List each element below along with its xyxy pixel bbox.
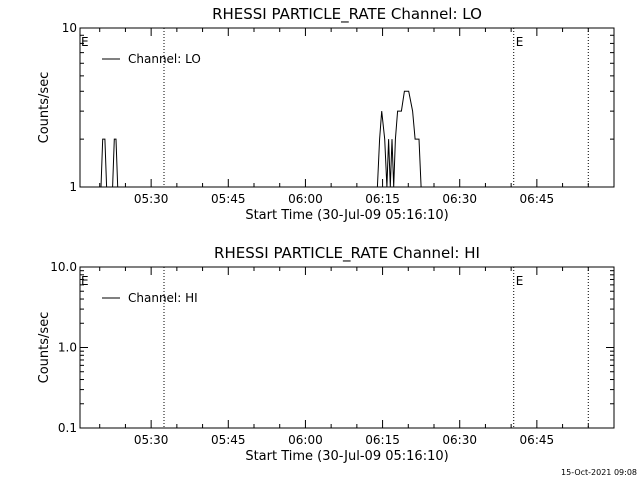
start-marker-label: E	[81, 274, 89, 288]
series-line	[100, 90, 422, 188]
chart-title: RHESSI PARTICLE_RATE Channel: HI	[214, 244, 480, 263]
x-tick-label: 06:30	[442, 192, 477, 206]
x-tick-label: 06:30	[442, 433, 477, 447]
y-axis-label: Counts/sec	[37, 312, 52, 384]
y-tick-label: 10.0	[50, 260, 77, 274]
x-tick-label: 06:45	[520, 433, 555, 447]
x-tick-label: 06:00	[288, 433, 323, 447]
footer-timestamp: 15-Oct-2021 09:08	[561, 468, 637, 477]
y-axis-label: Counts/sec	[37, 72, 52, 144]
x-tick-label: 05:45	[211, 192, 246, 206]
x-tick-label: 05:45	[211, 433, 246, 447]
y-tick-label: 0.1	[58, 421, 77, 435]
chart-title: RHESSI PARTICLE_RATE Channel: LO	[212, 5, 482, 24]
panel-0: RHESSI PARTICLE_RATE Channel: LO Counts/s…	[37, 5, 615, 223]
x-tick-label: 05:30	[134, 192, 169, 206]
legend-entry: Channel: HI	[128, 291, 198, 305]
panel-1: RHESSI PARTICLE_RATE Channel: HI Counts/s…	[37, 244, 615, 464]
legend-entry: Channel: LO	[128, 52, 201, 66]
event-marker-label: E	[516, 35, 524, 49]
x-axis-label: Start Time (30-Jul-09 05:16:10)	[245, 449, 448, 464]
start-marker-label: E	[81, 35, 89, 49]
y-tick-label: 10	[62, 21, 77, 35]
event-marker-label: E	[516, 274, 524, 288]
x-tick-label: 05:30	[134, 433, 169, 447]
x-tick-label: 06:00	[288, 192, 323, 206]
y-tick-label: 1	[69, 180, 77, 194]
y-tick-label: 1.0	[58, 341, 77, 355]
x-tick-label: 06:15	[365, 192, 400, 206]
x-axis-label: Start Time (30-Jul-09 05:16:10)	[245, 208, 448, 223]
x-tick-label: 06:15	[365, 433, 400, 447]
x-tick-label: 06:45	[520, 192, 555, 206]
